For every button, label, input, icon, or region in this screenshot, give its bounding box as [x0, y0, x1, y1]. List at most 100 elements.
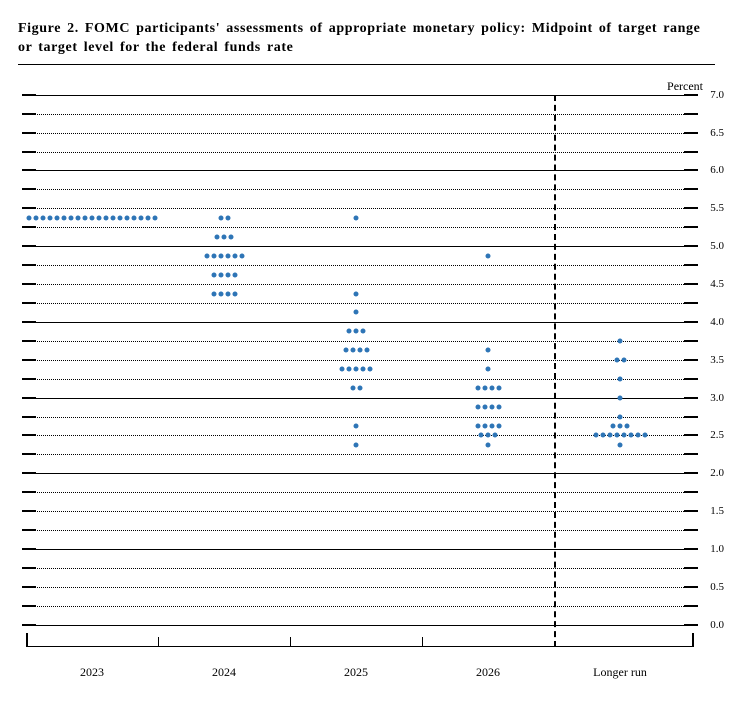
- data-dot: [153, 215, 158, 220]
- data-dot: [225, 272, 230, 277]
- data-dot: [486, 367, 491, 372]
- gridline-minor: [26, 454, 694, 455]
- y-tick-label: 5.5: [710, 202, 724, 214]
- data-dot: [354, 442, 359, 447]
- x-axis-label: 2024: [212, 665, 236, 680]
- gridline-minor: [26, 152, 694, 153]
- y-tick-left: [22, 94, 36, 96]
- y-tick-left: [22, 605, 36, 607]
- y-tick-left: [22, 378, 36, 380]
- gridline-minor: [26, 587, 694, 588]
- data-dot: [618, 376, 623, 381]
- data-dot: [132, 215, 137, 220]
- y-tick-left: [22, 434, 36, 436]
- gridline-minor: [26, 341, 694, 342]
- gridline-minor: [26, 189, 694, 190]
- x-axis-label: 2026: [476, 665, 500, 680]
- data-dot: [350, 348, 355, 353]
- gridline-major: [26, 473, 694, 474]
- data-dot: [340, 367, 345, 372]
- data-dot: [225, 215, 230, 220]
- y-tick-right: [684, 188, 698, 190]
- y-tick-label: 6.0: [710, 164, 724, 176]
- y-tick-left: [22, 472, 36, 474]
- data-dot: [357, 386, 362, 391]
- data-dot: [621, 433, 626, 438]
- data-dot: [354, 367, 359, 372]
- gridline-minor: [26, 379, 694, 380]
- data-dot: [486, 253, 491, 258]
- gridline-major: [26, 170, 694, 171]
- y-tick-left: [22, 113, 36, 115]
- data-dot: [139, 215, 144, 220]
- title-rule: [18, 64, 715, 65]
- y-tick-left: [22, 132, 36, 134]
- data-dot: [354, 310, 359, 315]
- data-dot: [354, 215, 359, 220]
- data-dot: [146, 215, 151, 220]
- data-dot: [364, 348, 369, 353]
- data-dot: [489, 424, 494, 429]
- y-tick-left: [22, 169, 36, 171]
- data-dot: [611, 424, 616, 429]
- data-dot: [486, 433, 491, 438]
- data-dot: [593, 433, 598, 438]
- data-dot: [343, 348, 348, 353]
- y-tick-left: [22, 567, 36, 569]
- y-tick-label: 3.0: [710, 392, 724, 404]
- y-tick-right: [684, 245, 698, 247]
- data-dot: [621, 357, 626, 362]
- data-dot: [350, 386, 355, 391]
- gridline-major: [26, 246, 694, 247]
- data-dot: [618, 395, 623, 400]
- data-dot: [104, 215, 109, 220]
- data-dot: [218, 291, 223, 296]
- gridline-minor: [26, 606, 694, 607]
- y-tick-right: [684, 453, 698, 455]
- y-tick-right: [684, 302, 698, 304]
- x-tick: [158, 637, 159, 647]
- data-dot: [125, 215, 130, 220]
- data-dot: [618, 414, 623, 419]
- data-dot: [482, 386, 487, 391]
- data-dot: [215, 234, 220, 239]
- gridline-minor: [26, 511, 694, 512]
- y-tick-right: [684, 434, 698, 436]
- figure-title: Figure 2. FOMC participants' assessments…: [18, 20, 715, 58]
- data-dot: [614, 357, 619, 362]
- y-tick-right: [684, 586, 698, 588]
- data-dot: [62, 215, 67, 220]
- gridline-minor: [26, 417, 694, 418]
- y-tick-right: [684, 207, 698, 209]
- y-tick-right: [684, 94, 698, 96]
- data-dot: [34, 215, 39, 220]
- y-tick-left: [22, 586, 36, 588]
- gridline-minor: [26, 530, 694, 531]
- y-tick-left: [22, 529, 36, 531]
- y-tick-left: [22, 453, 36, 455]
- data-dot: [361, 367, 366, 372]
- y-tick-right: [684, 151, 698, 153]
- y-tick-right: [684, 113, 698, 115]
- data-dot: [347, 367, 352, 372]
- y-tick-label: 4.5: [710, 278, 724, 290]
- data-dot: [204, 253, 209, 258]
- data-dot: [218, 215, 223, 220]
- data-dot: [232, 291, 237, 296]
- dot-plot-chart: Percent 0.00.51.01.52.02.53.03.54.04.55.…: [18, 95, 713, 685]
- data-dot: [41, 215, 46, 220]
- data-dot: [225, 291, 230, 296]
- x-tick: [290, 637, 291, 647]
- data-dot: [354, 424, 359, 429]
- gridline-major: [26, 398, 694, 399]
- y-axis-label: Percent: [667, 79, 703, 94]
- data-dot: [618, 442, 623, 447]
- data-dot: [55, 215, 60, 220]
- y-tick-right: [684, 624, 698, 626]
- y-tick-label: 4.0: [710, 316, 724, 328]
- gridline-minor: [26, 568, 694, 569]
- data-dot: [493, 433, 498, 438]
- data-dot: [232, 253, 237, 258]
- gridline-minor: [26, 114, 694, 115]
- x-axis-label: 2023: [80, 665, 104, 680]
